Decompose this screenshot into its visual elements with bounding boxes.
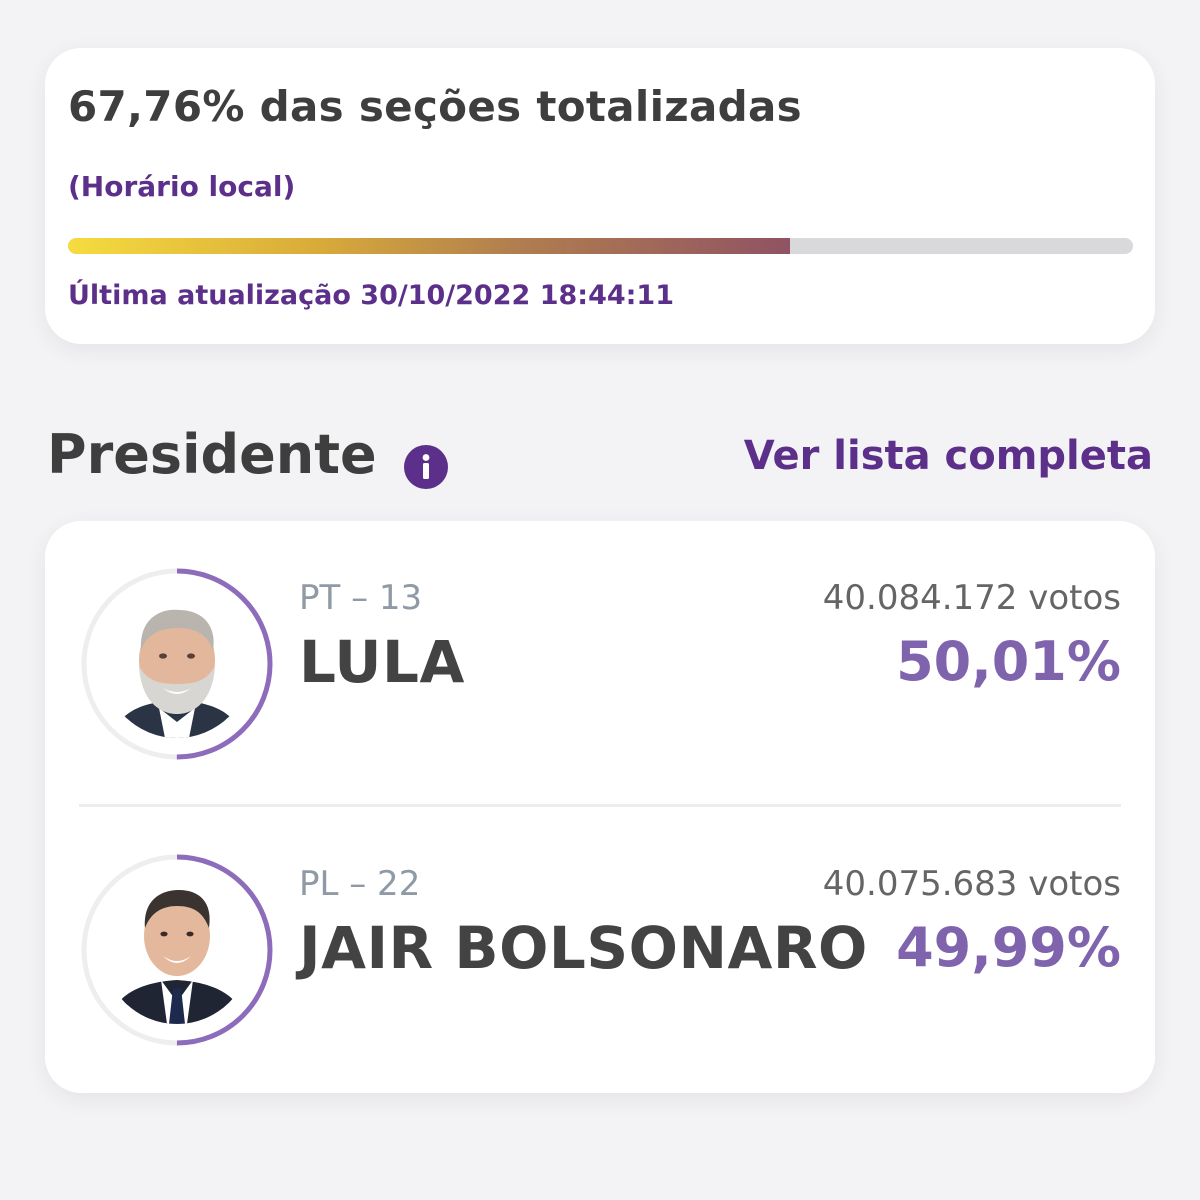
vote-share-ring bbox=[81, 568, 273, 760]
totalization-progress-bar bbox=[68, 238, 1133, 254]
section-title: Presidente bbox=[47, 423, 377, 486]
info-icon[interactable] bbox=[404, 445, 448, 489]
candidate-name: LULA bbox=[299, 628, 465, 696]
candidate-row[interactable]: PT – 13 LULA 40.084.172 votos 50,01% bbox=[45, 566, 1155, 766]
divider bbox=[79, 804, 1121, 807]
candidate-percent: 50,01% bbox=[896, 630, 1121, 693]
totalization-card: 67,76% das seções totalizadas (Horário l… bbox=[45, 48, 1155, 344]
candidate-avatar bbox=[79, 852, 275, 1048]
see-full-list-link[interactable]: Ver lista completa bbox=[743, 433, 1153, 479]
vote-share-ring bbox=[81, 854, 273, 1046]
candidate-photo bbox=[103, 876, 251, 1024]
last-update-text: Última atualização 30/10/2022 18:44:11 bbox=[68, 280, 675, 311]
local-time-label: (Horário local) bbox=[68, 170, 296, 203]
totalization-title: 67,76% das seções totalizadas bbox=[68, 82, 802, 131]
candidate-row[interactable]: PL – 22 JAIR BOLSONARO 40.075.683 votos … bbox=[45, 852, 1155, 1052]
candidate-percent: 49,99% bbox=[896, 916, 1121, 979]
candidate-votes: 40.084.172 votos bbox=[822, 578, 1121, 618]
totalization-progress-fill bbox=[68, 238, 790, 254]
candidate-avatar bbox=[79, 566, 275, 762]
candidate-party: PL – 22 bbox=[299, 864, 421, 904]
candidates-card: PT – 13 LULA 40.084.172 votos 50,01% bbox=[45, 521, 1155, 1093]
candidate-votes: 40.075.683 votos bbox=[822, 864, 1121, 904]
candidate-party: PT – 13 bbox=[299, 578, 423, 618]
candidate-name: JAIR BOLSONARO bbox=[299, 914, 868, 982]
candidate-photo bbox=[103, 590, 251, 738]
